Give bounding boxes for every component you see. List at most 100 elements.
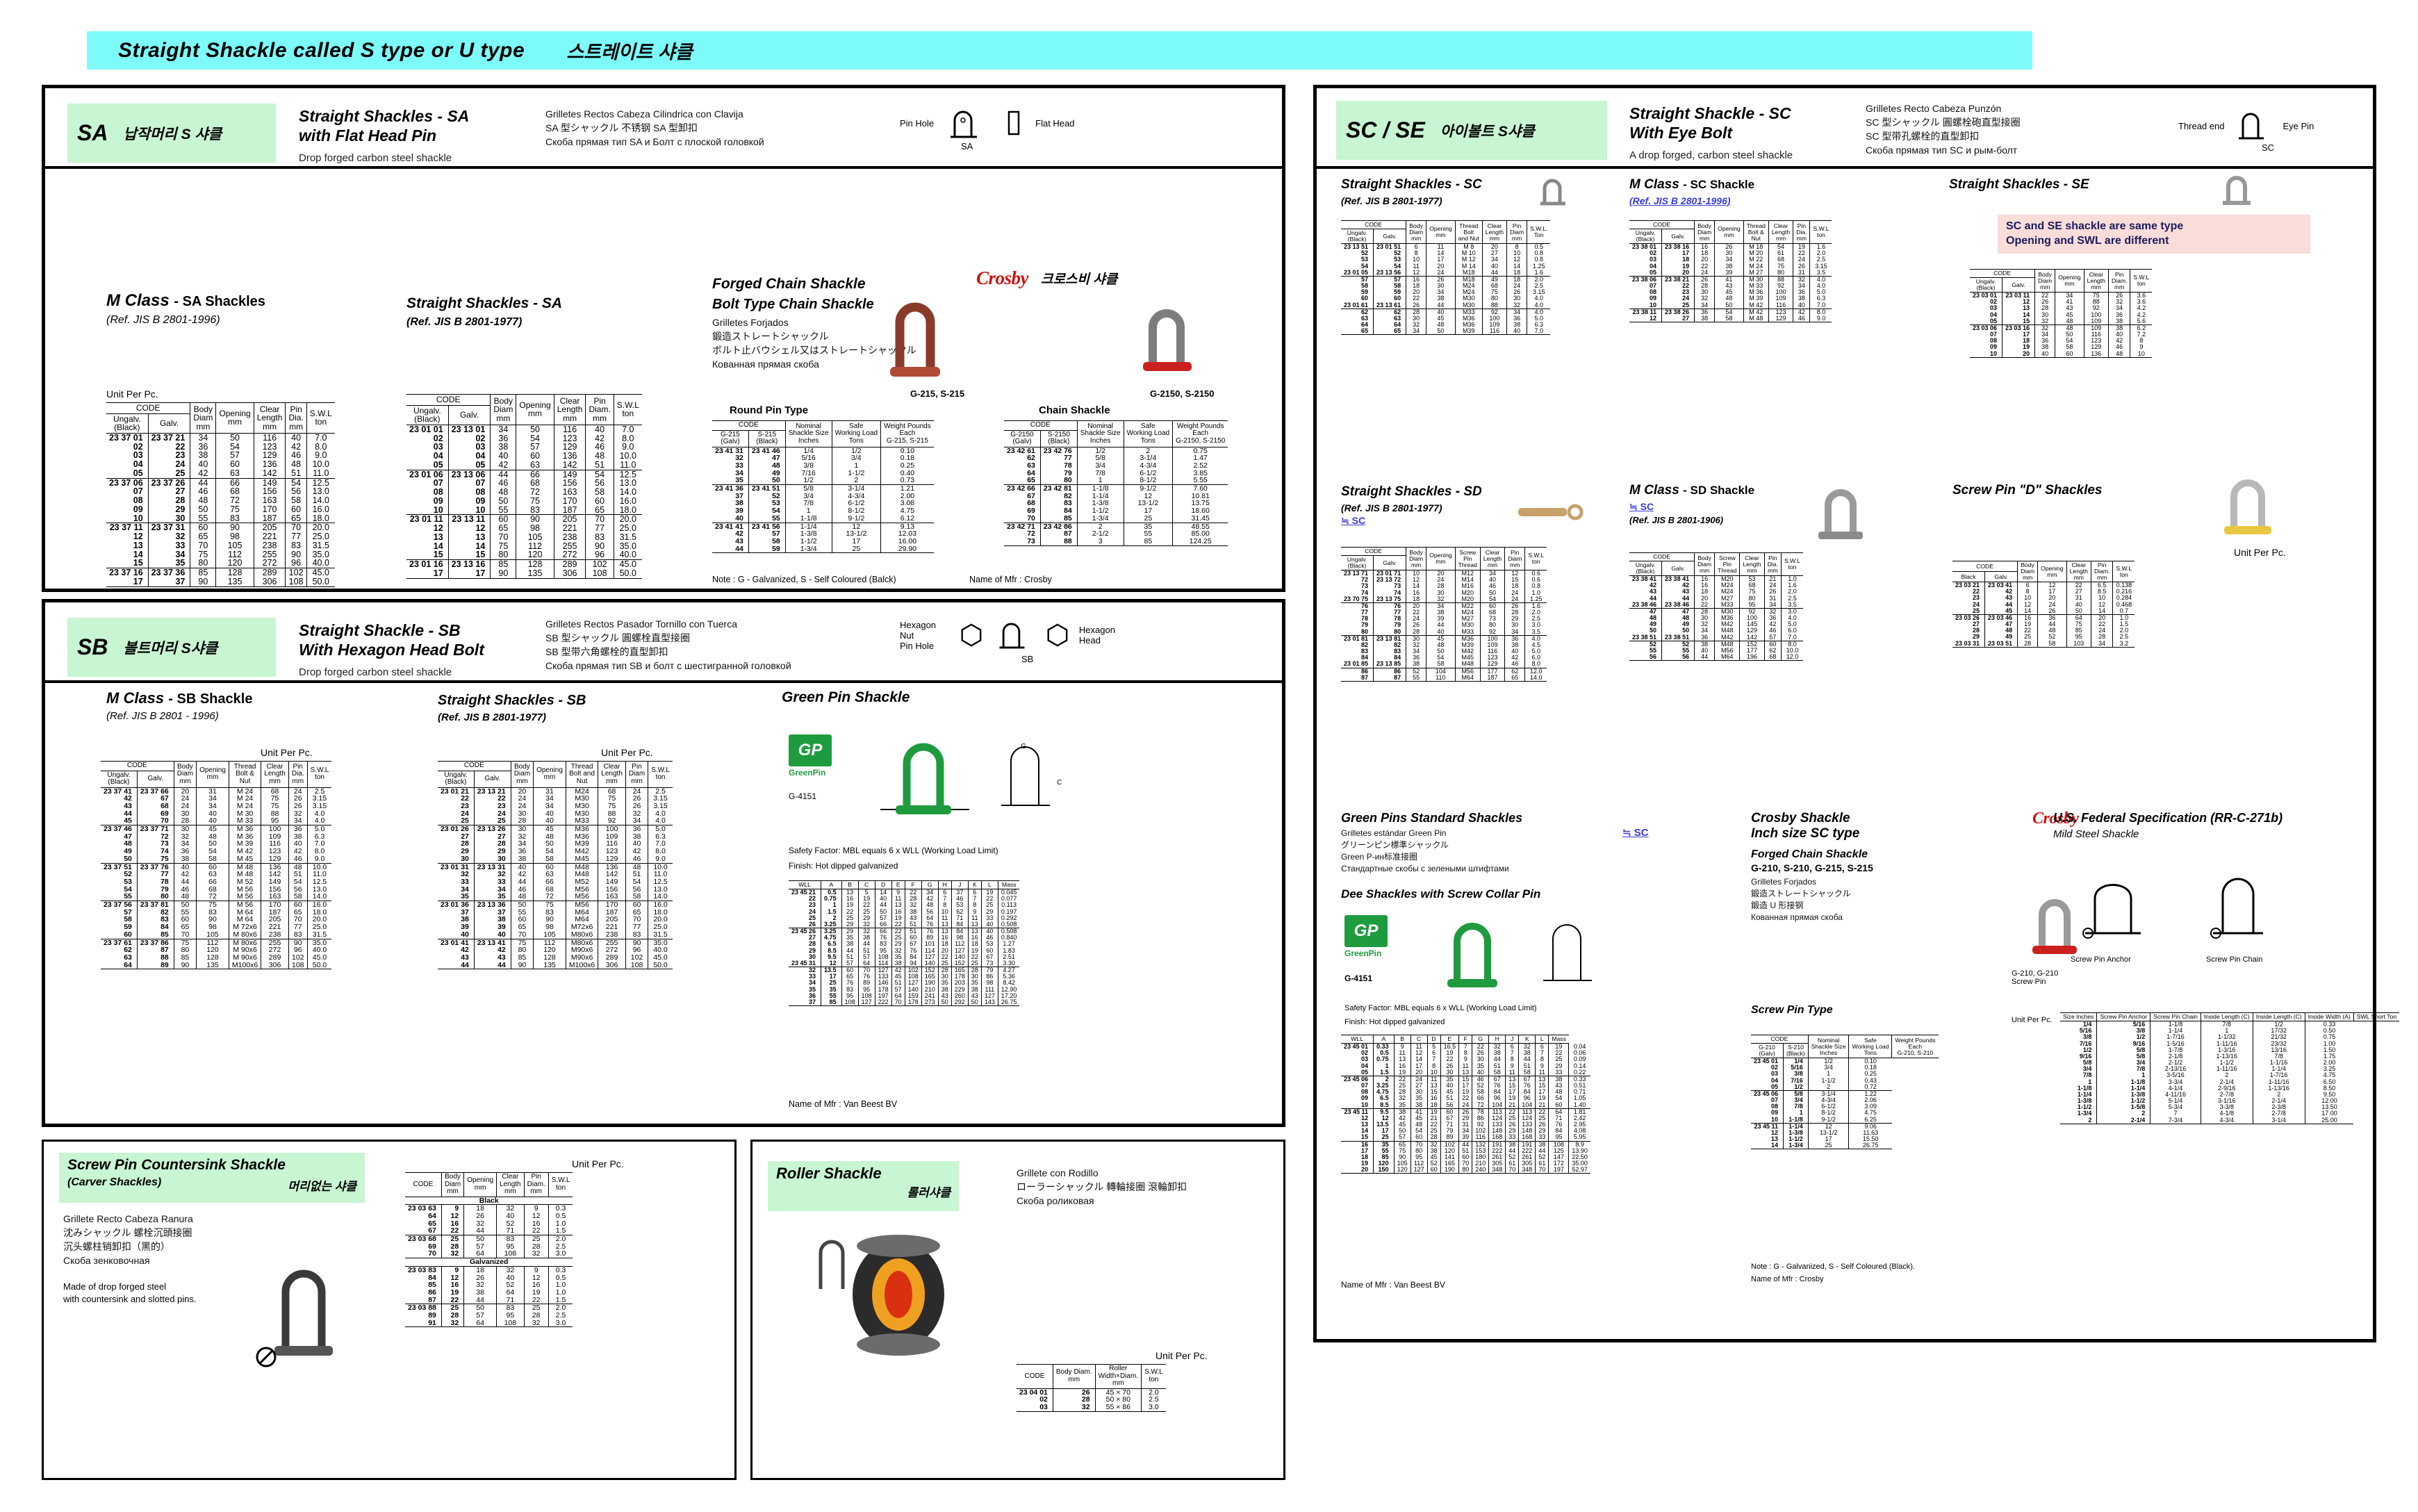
table-cell: 87 bbox=[1373, 674, 1406, 682]
th-wll: WLL bbox=[789, 880, 821, 890]
sc-header-sub: A drop forged, carbon steel shackle bbox=[1629, 149, 1793, 162]
mclass-sd-approx: ≒ SC bbox=[1629, 501, 1654, 512]
roller-shackle-photo bbox=[819, 1235, 944, 1356]
th-swl-tons: Safe Working Load Tons bbox=[831, 420, 881, 447]
table-cell: 23 41 41 bbox=[712, 522, 749, 531]
table-row: 1/4 5/16 1-1/8 7/8 1/2 0.33 bbox=[2060, 1021, 2399, 1028]
table-cell: M42 bbox=[565, 848, 598, 855]
table-cell: 241 bbox=[921, 992, 939, 999]
gps-ml-ru: Стандартные скобы с зелеными штифтами bbox=[1341, 864, 1509, 874]
table-cell: 8 bbox=[2017, 589, 2038, 595]
sa-1977-heading: Straight Shackles - SA bbox=[406, 295, 563, 311]
table-cell: 75 bbox=[490, 541, 516, 551]
table-cell: 108 bbox=[841, 999, 859, 1007]
table-cell: 13 bbox=[1505, 1075, 1519, 1083]
table-cell: 13 bbox=[2002, 305, 2035, 312]
table-cell: 13.90 bbox=[1568, 1147, 1590, 1154]
table-cell: 50 bbox=[190, 505, 216, 514]
table-cell: 51 bbox=[841, 953, 859, 960]
table-cell: 35 bbox=[461, 892, 469, 901]
table-cell: 56 bbox=[1661, 654, 1695, 662]
th-l: L bbox=[1535, 1034, 1549, 1044]
table-row: 37 52 3/4 4-3/4 2.00 bbox=[712, 493, 934, 500]
table-cell: 37 bbox=[789, 999, 821, 1007]
sb-mclass-title: M Class - SB Shackle (Ref. JIS B 2801 - … bbox=[106, 689, 252, 722]
crosby-inch-title2: Inch size SC type bbox=[1751, 826, 1860, 841]
table-cell: 23 38 06 bbox=[1629, 275, 1662, 284]
table-cell: 1-11/16 bbox=[2200, 1040, 2253, 1047]
sb-header-sub: Drop forged carbon steel shackle bbox=[299, 666, 452, 679]
table-cell: 112 bbox=[951, 941, 969, 948]
table-cell: 0.14 bbox=[1568, 1062, 1590, 1069]
table-cell: 12 bbox=[1410, 1050, 1428, 1057]
table-row: 23 03 06 23 03 16 32 48 109 38 6.2 bbox=[1970, 324, 2153, 332]
table-cell: 170 bbox=[598, 901, 626, 909]
table-cell: 11 bbox=[1393, 1050, 1411, 1057]
table-cell: 23 13 72 bbox=[1373, 577, 1406, 584]
table-cell: 68 bbox=[196, 885, 229, 894]
th-weight: Weight Pounds Each G-215, S-215 bbox=[880, 420, 934, 447]
table-cell: 142 bbox=[598, 871, 626, 878]
table-cell: 40 bbox=[496, 1213, 525, 1220]
table-cell: 35.0 bbox=[306, 550, 335, 559]
table-cell: 19 bbox=[841, 902, 859, 909]
hexagon-nut-icon bbox=[961, 623, 982, 647]
table-cell: 44 bbox=[1488, 1056, 1506, 1063]
mclass-sd-ref: (Ref. JIS B 2801-1906) bbox=[1629, 515, 1724, 525]
table-cell: 52 bbox=[1472, 1082, 1489, 1090]
table-cell: 23 03 68 bbox=[405, 1235, 442, 1243]
table-cell: 67 bbox=[1488, 1075, 1506, 1083]
table-cell: 08 bbox=[1361, 1088, 1369, 1096]
table-cell: 5/16 bbox=[784, 454, 832, 462]
table-cell: 40 bbox=[196, 817, 229, 825]
table-row: 23 01 85 23 13 85 38 58 M48 129 46 8.0 bbox=[1341, 661, 1547, 668]
table-cell: 68 bbox=[1763, 654, 1782, 662]
table-row: 24 24 30 40 M30 88 32 4.0 bbox=[438, 810, 673, 818]
table-cell: 60 bbox=[510, 916, 534, 924]
table-cell: 168 bbox=[1518, 1134, 1536, 1142]
table-cell: 22 bbox=[1472, 1043, 1489, 1051]
table-row: 23 37 06 23 37 26 44 66 149 54 12.5 bbox=[106, 477, 335, 488]
table-cell: 30 bbox=[1694, 614, 1715, 622]
table-cell: 17 bbox=[1361, 1147, 1369, 1154]
table-cell: 09 bbox=[1771, 1109, 1779, 1117]
table-cell: M 64 bbox=[228, 916, 261, 924]
table-cell: 25 bbox=[1973, 607, 1980, 614]
table-cell: 22 bbox=[1973, 588, 1980, 595]
table-cell: 36 bbox=[809, 992, 816, 999]
sb-header-line1: Straight Shackle - SB bbox=[299, 621, 461, 639]
table-row: 23 03 01 23 03 11 22 34 75 26 3.6 bbox=[1970, 292, 2153, 299]
table-cell: 63 bbox=[516, 460, 554, 470]
table-cell: 116 bbox=[2083, 331, 2109, 338]
table-cell: 2-1/4 bbox=[2096, 1117, 2150, 1124]
table-cell: 20 bbox=[2002, 350, 2035, 358]
table-cell: 132 bbox=[1472, 1140, 1489, 1148]
table-cell: 50 bbox=[1714, 302, 1744, 309]
th-galv: Galv. bbox=[473, 771, 511, 788]
table-cell: 67 bbox=[904, 941, 922, 948]
th-pin-dia: Pin Dia. mm bbox=[288, 761, 308, 788]
table-cell: 48 bbox=[190, 496, 216, 505]
table-cell: 3.6 bbox=[2130, 292, 2153, 299]
table-cell: 40 bbox=[190, 460, 216, 469]
table-cell: M20 bbox=[1714, 575, 1740, 583]
table-cell: 8.0 bbox=[1524, 661, 1547, 668]
table-cell: 3/8 bbox=[2096, 1028, 2150, 1035]
table-cell: 147 bbox=[1548, 1153, 1569, 1161]
table-cell: 13.50 bbox=[2304, 1104, 2354, 1111]
table-cell: 60 bbox=[173, 916, 197, 924]
sc-eye-diagram: Thread end Eye Pin SC bbox=[2178, 109, 2314, 153]
table-row: 20 150 120 127 60 190 80 240 348 70 348 70 197 52.97 bbox=[1341, 1167, 1590, 1174]
table-cell: 46 bbox=[980, 935, 998, 942]
table-cell: M24 bbox=[1714, 582, 1740, 589]
table-cell: 79 bbox=[1373, 622, 1406, 629]
table-cell: 83 bbox=[215, 513, 254, 523]
table-cell: 1 bbox=[1807, 1071, 1849, 1078]
table-cell: 60 bbox=[904, 935, 922, 942]
table-cell: M 8 bbox=[1454, 243, 1483, 251]
table-cell: 42 bbox=[190, 468, 216, 479]
table-cell: 205 bbox=[261, 916, 289, 924]
table-cell: 03 bbox=[447, 443, 491, 452]
table-cell: 23 45 01 bbox=[1754, 1058, 1779, 1065]
table-cell: 27 bbox=[1481, 250, 1507, 257]
